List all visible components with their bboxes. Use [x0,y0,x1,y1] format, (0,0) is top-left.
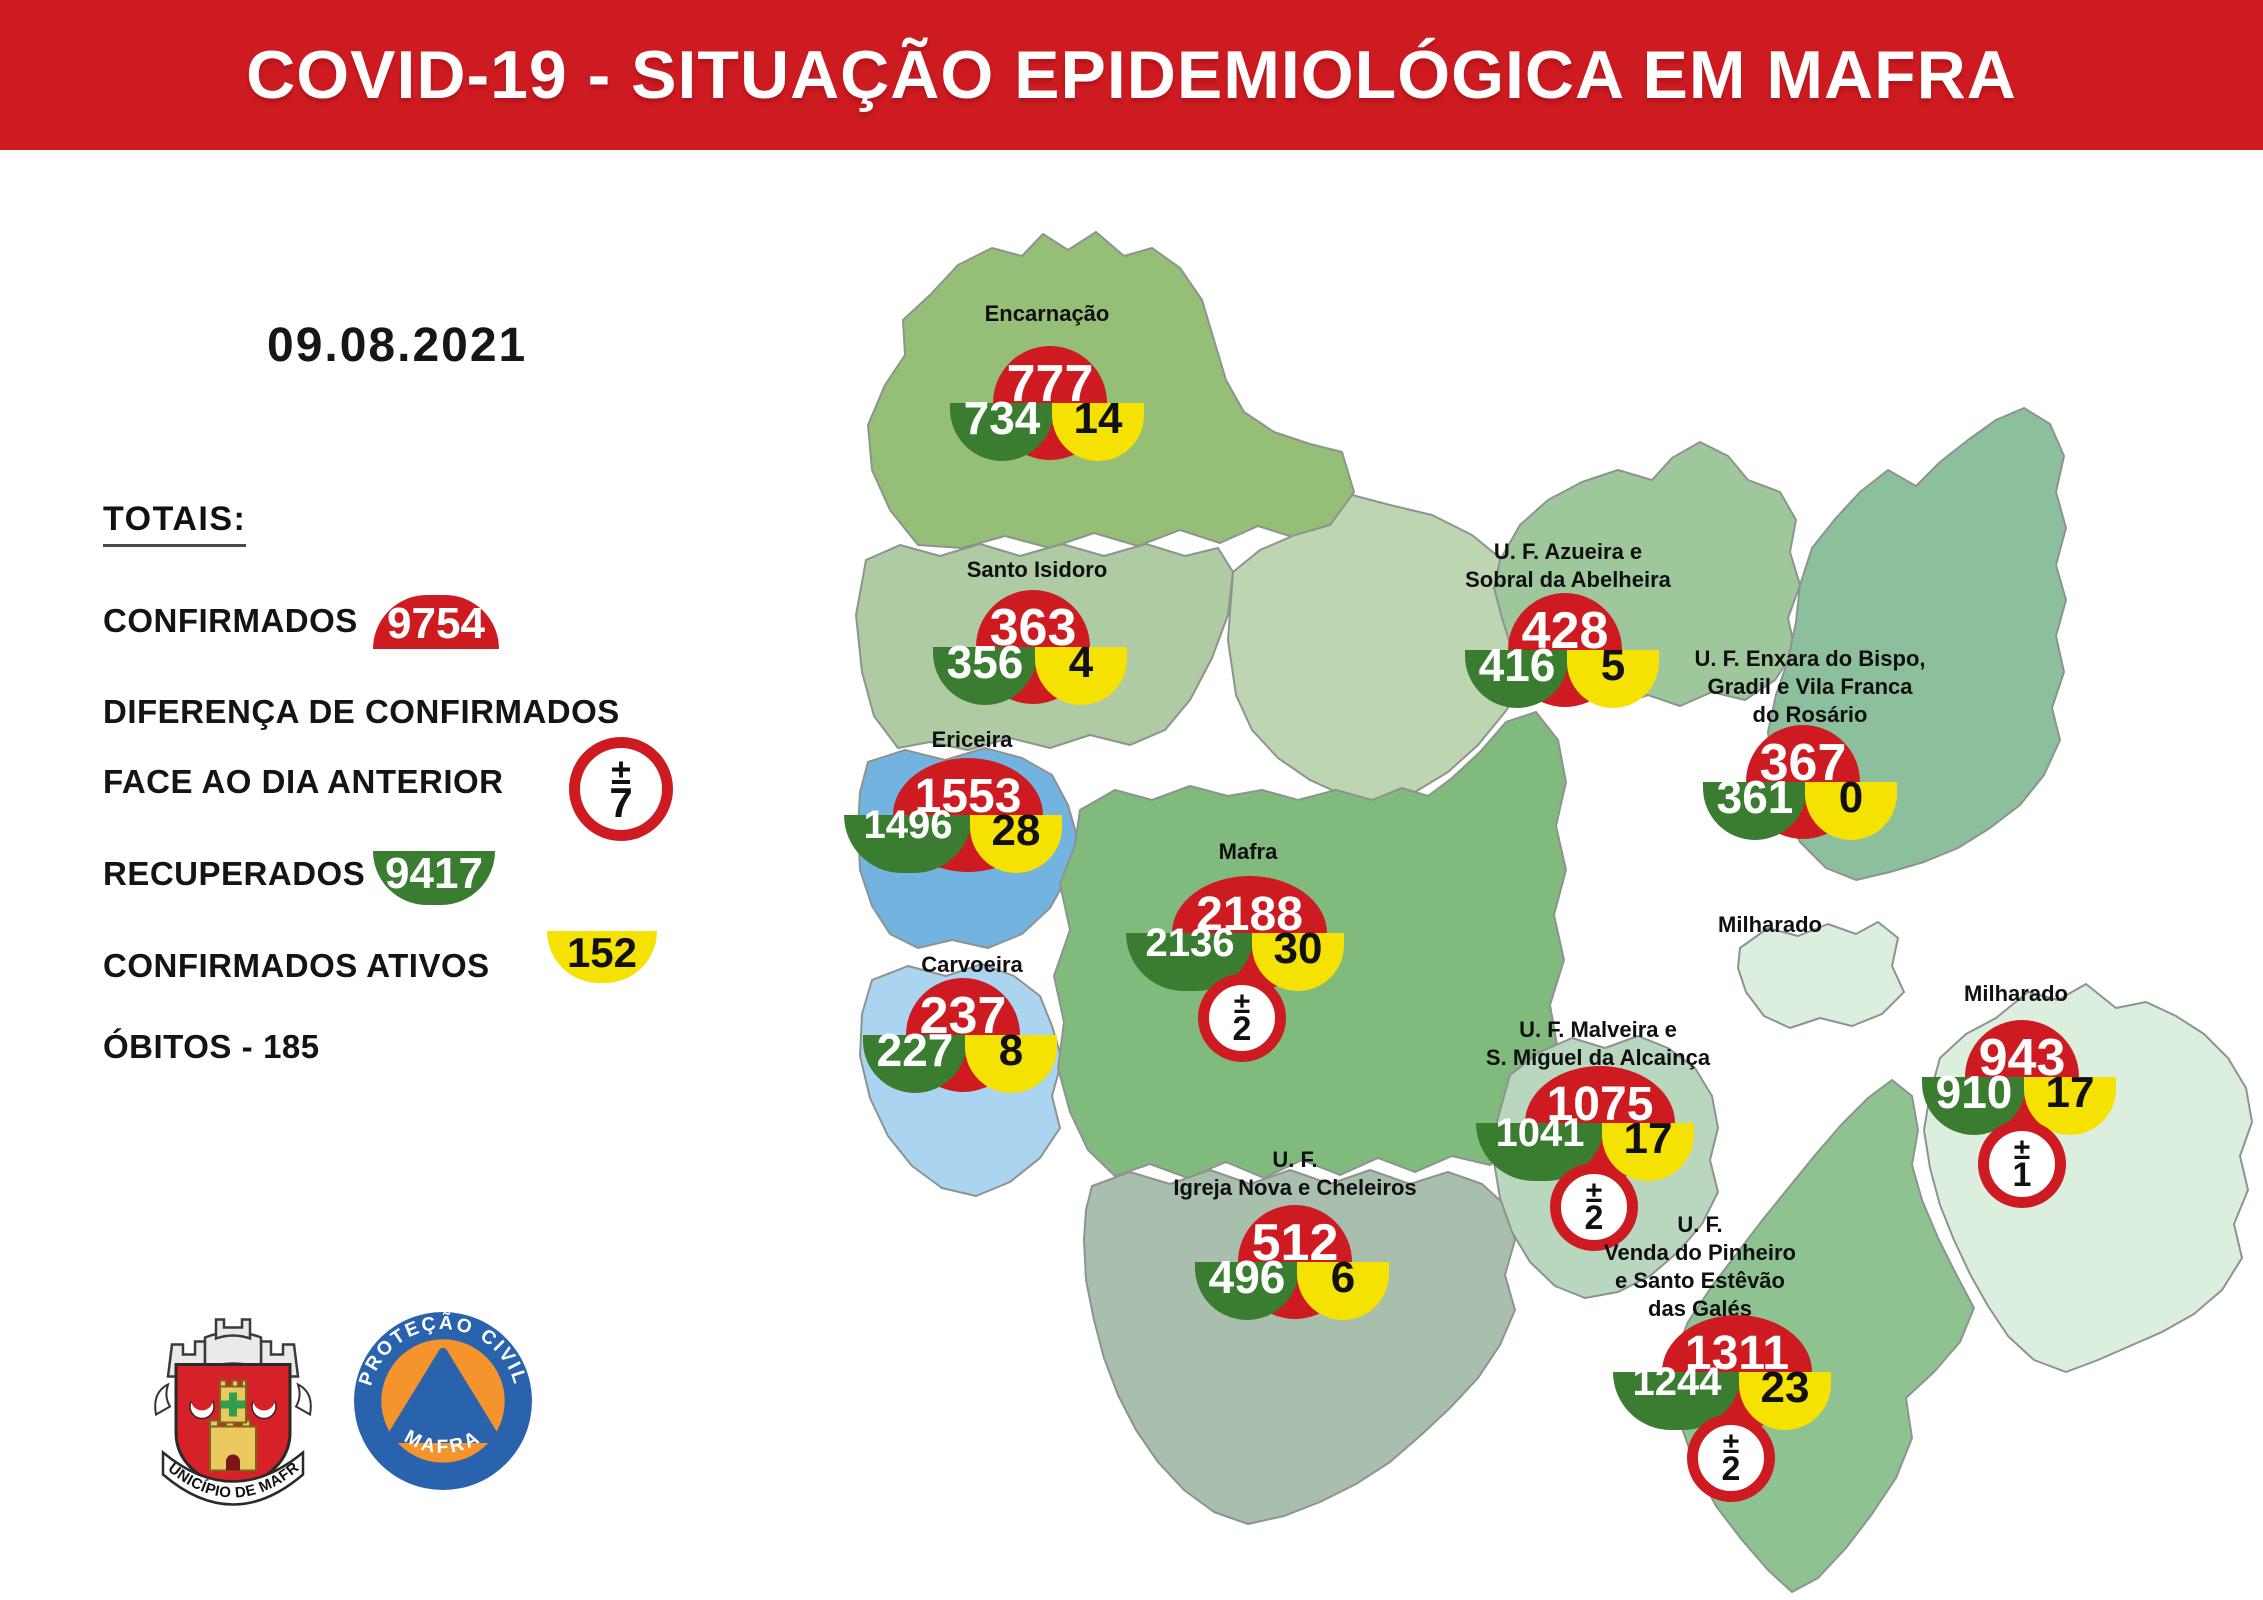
municipality-coat-of-arms: MUNICÍPIO DE MAFRA [138,1302,312,1506]
parish-shape-igreja-nova [1083,1169,1516,1525]
parish-label-igreja-nova: U. F. Igreja Nova e Cheleiros [1173,1147,1417,1200]
recovered-value: 227 [876,1024,954,1076]
active-value: 8 [998,1026,1024,1075]
parish-label-mafra: Mafra [1218,839,1278,864]
parish-label-venda-do-pinheiro: U. F. Venda do Pinheiro e Santo Estêvão … [1604,1212,1796,1321]
recovered-value: 1496 [863,803,953,847]
confirmed-value: 1553 [914,769,1022,823]
crescent-icons [189,1388,277,1420]
active-value: 17 [1623,1114,1673,1163]
plus-minus-sign: ± [1233,987,1251,1020]
recovered-value: 496 [1208,1251,1286,1303]
recovered-value: 416 [1478,639,1556,691]
active-value: 17 [2045,1068,2095,1117]
parish-shape-encarnacao [867,231,1355,549]
recovered-value: 361 [1716,771,1794,823]
deaths-total-value: 185 [263,1028,320,1065]
diff-circle-badge: ± 7 [569,737,673,841]
new-cases-value: 1 [2012,1156,2032,1194]
recovered-badge-ericeira: 1496 [844,803,972,873]
active-badge-ericeira: 28 [970,806,1062,873]
header-banner: COVID-19 - SITUAÇÃO EPIDEMIOLÓGICA EM MA… [0,0,2263,150]
recovered-total-value: 9417 [385,849,483,898]
parish-label-santo-isidoro: Santo Isidoro [966,557,1108,582]
active-value: 6 [1330,1253,1356,1302]
active-value: 14 [1073,394,1123,443]
new-cases-value: 2 [1232,1010,1252,1048]
recovered-badge-milharado: 910 [1922,1066,2026,1135]
new-cases-circle-milharado: ± 1 [1978,1120,2066,1208]
report-date: 09.08.2021 [267,319,528,372]
active-value: 0 [1838,773,1864,822]
confirmed-label: CONFIRMADOS [103,602,358,639]
new-cases-circle-mafra: ± 2 [1198,974,1286,1062]
confirmed-value: 1075 [1546,1077,1654,1131]
new-cases-value: 2 [1721,1450,1741,1488]
diff-label-line1: DIFERENÇA DE CONFIRMADOS [103,693,620,730]
green-cross-icon [221,1392,245,1417]
recovered-value: 1041 [1495,1111,1585,1155]
confirmed-total-value: 9754 [387,599,485,648]
deaths-total-line: ÓBITOS -185 [103,1028,320,1066]
parish-label-encarnacao: Encarnação [984,301,1110,326]
active-badge-azueira: 5 [1567,641,1659,708]
parish-label-milharado-exclave: Milharado [1718,912,1822,937]
plus-minus-sign: ± [611,750,631,792]
parish-label-azueira: U. F. Azueira e Sobral da Abelheira [1465,539,1671,592]
active-label: CONFIRMADOS ATIVOS [103,947,490,984]
blue-triangle-icon [385,1347,501,1443]
diff-value: 7 [609,778,633,826]
name-banner [161,1449,305,1506]
active-value: 23 [1760,1363,1810,1412]
parish-label-enxara: U. F. Enxara do Bispo, Gradil e Vila Fra… [1694,646,1926,727]
parish-label-malveira: U. F. Malveira e S. Miguel da Alcainça [1485,1017,1711,1070]
new-cases-circle-malveira: ± 2 [1550,1163,1638,1251]
totals-heading: TOTAIS: [103,500,247,547]
active-total-value: 152 [566,929,638,976]
plus-minus-sign: ± [2013,1133,2031,1166]
plus-minus-sign: ± [1585,1176,1603,1209]
recovered-total-badge: 9417 [373,851,495,905]
recovered-value: 734 [963,392,1041,444]
new-cases-value: 2 [1584,1199,1604,1237]
confirmed-total-badge: 9754 [373,595,499,649]
plus-minus-sign: ± [1722,1427,1740,1460]
ribbon-curls-icon [154,1382,312,1417]
page-title: COVID-19 - SITUAÇÃO EPIDEMIOLÓGICA EM MA… [246,37,2017,113]
confirmed-value: 1311 [1684,1326,1790,1380]
diff-label-line2: FACE AO DIA ANTERIOR [103,763,504,800]
recovered-label: RECUPERADOS [103,855,366,892]
castle-tower-icon [209,1379,257,1472]
active-value: 5 [1600,641,1626,690]
parish-shape-milharado [1923,983,2253,1373]
parish-label-ericeira: Ericeira [931,727,1013,752]
recovered-value: 356 [946,636,1024,688]
active-value: 4 [1068,638,1094,687]
civil-protection-logo: PROTEÇÃO CIVIL MAFRA [354,1312,532,1490]
parish-label-carvoeira: Carvoeira [921,952,1023,977]
recovered-value: 2136 [1145,921,1235,965]
recovered-value: 910 [1935,1066,2013,1118]
parish-label-milharado: Milharado [1964,981,2068,1006]
deaths-label: ÓBITOS - [103,1028,254,1065]
parish-shape-milharado-exclave [1737,921,1905,1029]
castle-door [226,1454,240,1471]
active-value: 30 [1273,924,1323,973]
recovered-value: 1244 [1632,1360,1722,1404]
new-cases-circle-venda-do-pinheiro: ± 2 [1687,1414,1775,1502]
active-value: 28 [991,806,1041,855]
confirmed-value: 2188 [1196,887,1303,941]
